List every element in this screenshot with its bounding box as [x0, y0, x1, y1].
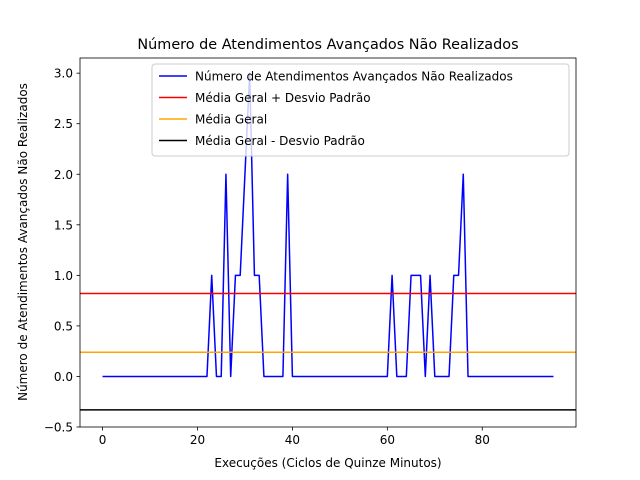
y-tick-label: −0.5 [44, 421, 73, 435]
y-tick-label: 3.0 [54, 67, 73, 81]
y-tick-label: 0.0 [54, 370, 73, 384]
x-axis-label: Execuções (Ciclos de Quinze Minutos) [214, 456, 441, 470]
y-tick-label: 1.0 [54, 269, 73, 283]
y-tick-label: 2.5 [54, 117, 73, 131]
x-tick-label: 0 [99, 433, 107, 447]
axes-frame [79, 57, 577, 428]
legend-entry: Média Geral + Desvio Padrão [195, 91, 371, 105]
x-tick-label: 40 [285, 433, 300, 447]
y-axis-ticks: −0.5 0.0 0.5 1.0 1.5 2.0 2.5 3.0 [44, 67, 80, 435]
x-tick-label: 60 [380, 433, 395, 447]
plot-area [79, 57, 577, 428]
legend-entry: Número de Atendimentos Avançados Não Rea… [195, 70, 513, 84]
legend: Número de Atendimentos Avançados Não Rea… [151, 63, 570, 157]
legend-box [151, 63, 570, 157]
y-tick-label: 2.0 [54, 168, 73, 182]
legend-entry: Média Geral [195, 113, 267, 127]
x-tick-label: 80 [475, 433, 490, 447]
series-line-0 [102, 72, 554, 378]
x-axis-ticks: 0 20 40 60 80 [99, 427, 490, 447]
chart-title: Número de Atendimentos Avançados Não Rea… [137, 37, 518, 53]
legend-entry: Média Geral - Desvio Padrão [195, 134, 365, 148]
y-tick-label: 0.5 [54, 319, 73, 333]
y-tick-label: 1.5 [54, 218, 73, 232]
y-axis-label: Número de Atendimentos Avançados Não Rea… [16, 83, 30, 401]
x-tick-label: 20 [190, 433, 205, 447]
